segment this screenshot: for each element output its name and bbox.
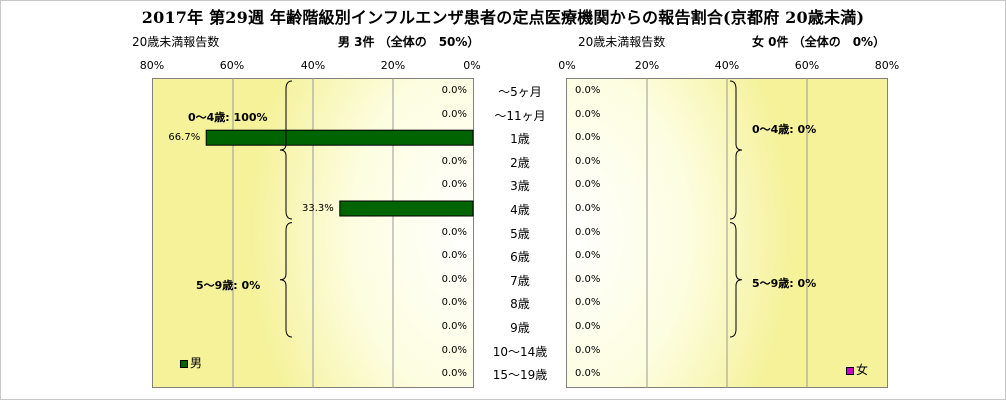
male-value-label: 0.0% xyxy=(441,179,467,191)
female-legend-label: 女 xyxy=(856,363,869,377)
female-tick-40: 40% xyxy=(714,59,740,72)
female-tick-0: 0% xyxy=(558,59,576,72)
female-group-label-5-9: 5～9歳: 0% xyxy=(752,277,817,290)
male-value-label: 0.0% xyxy=(441,108,467,120)
male-value-label: 0.0% xyxy=(441,368,467,380)
age-category-label: 1歳 xyxy=(510,132,530,147)
male-count-caption: 20歳未満報告数 xyxy=(132,35,220,49)
age-category-label: 3歳 xyxy=(510,179,530,194)
female-group-label-0-4: 0～4歳: 0% xyxy=(752,123,817,136)
male-tick-80: 80% xyxy=(139,59,165,72)
female-value-label: 0.0% xyxy=(575,250,601,262)
age-category-label: 6歳 xyxy=(510,250,530,265)
age-category-label: 8歳 xyxy=(510,297,530,312)
age-category-label: 2歳 xyxy=(510,155,530,170)
male-tick-0: 0% xyxy=(463,59,481,72)
male-brace-0-4 xyxy=(279,80,293,220)
male-brace-5-9 xyxy=(279,222,293,338)
female-brace-0-4 xyxy=(729,80,743,220)
male-tick-60: 60% xyxy=(219,59,245,72)
male-legend-swatch xyxy=(180,359,188,368)
bars xyxy=(205,129,474,217)
male-value-label: 0.0% xyxy=(441,273,467,285)
female-legend-swatch xyxy=(846,366,854,375)
male-bar xyxy=(339,200,474,217)
female-value-label: 0.0% xyxy=(575,179,601,191)
female-tick-60: 60% xyxy=(794,59,820,72)
age-category-label: 4歳 xyxy=(510,203,530,217)
male-legend: 男 xyxy=(180,354,202,371)
male-value-label: 0.0% xyxy=(441,85,467,96)
male-group-label-5-9: 5～9歳: 0% xyxy=(196,279,261,292)
female-value-label: 0.0% xyxy=(575,344,601,356)
female-summary: 女 0件 （全体の 0%） xyxy=(752,35,886,49)
male-value-label: 0.0% xyxy=(441,344,467,356)
male-value-label: 33.3% xyxy=(302,203,334,214)
female-value-label: 0.0% xyxy=(575,368,601,380)
group-braces xyxy=(279,80,743,338)
male-value-label: 0.0% xyxy=(441,321,467,332)
female-tick-20: 20% xyxy=(634,59,660,72)
female-brace-5-9 xyxy=(729,222,743,338)
male-value-label: 0.0% xyxy=(441,250,467,262)
age-category-label: 5歳 xyxy=(510,226,530,241)
male-summary: 男 3件 （全体の 50%） xyxy=(338,35,480,49)
male-legend-label: 男 xyxy=(190,356,203,370)
age-category-label: 15～19歳 xyxy=(492,368,548,383)
female-value-label: 0.0% xyxy=(575,203,601,214)
male-group-label-0-4: 0～4歳: 100% xyxy=(188,111,268,124)
female-value-label: 0.0% xyxy=(575,155,601,167)
age-category-label: ～11ヶ月 xyxy=(494,108,546,123)
age-category-label: 9歳 xyxy=(510,321,530,335)
gridlines xyxy=(232,78,808,388)
female-value-label: 0.0% xyxy=(575,108,601,120)
female-value-label: 0.0% xyxy=(575,226,601,238)
male-value-label: 0.0% xyxy=(441,226,467,238)
female-count-caption: 20歳未満報告数 xyxy=(578,35,666,49)
female-legend: 女 xyxy=(846,361,868,378)
female-value-label: 0.0% xyxy=(575,85,601,96)
female-value-label: 0.0% xyxy=(575,273,601,285)
chart-title: 2017年 第29週 年齢階級別インフルエンザ患者の定点医療機関からの報告割合(… xyxy=(141,8,865,27)
age-category-label: 10～14歳 xyxy=(492,344,548,359)
male-value-label: 66.7% xyxy=(168,132,201,144)
age-category-label: ～5ヶ月 xyxy=(498,85,542,99)
male-value-label: 0.0% xyxy=(441,297,467,309)
male-tick-20: 20% xyxy=(380,59,406,72)
male-value-label: 0.0% xyxy=(441,155,467,167)
male-tick-40: 40% xyxy=(300,59,326,72)
female-value-label: 0.0% xyxy=(575,297,601,309)
age-category-label: 7歳 xyxy=(510,273,530,288)
female-tick-80: 80% xyxy=(874,59,900,72)
female-value-label: 0.0% xyxy=(575,132,601,144)
male-bar xyxy=(205,129,474,146)
female-value-label: 0.0% xyxy=(575,321,601,332)
